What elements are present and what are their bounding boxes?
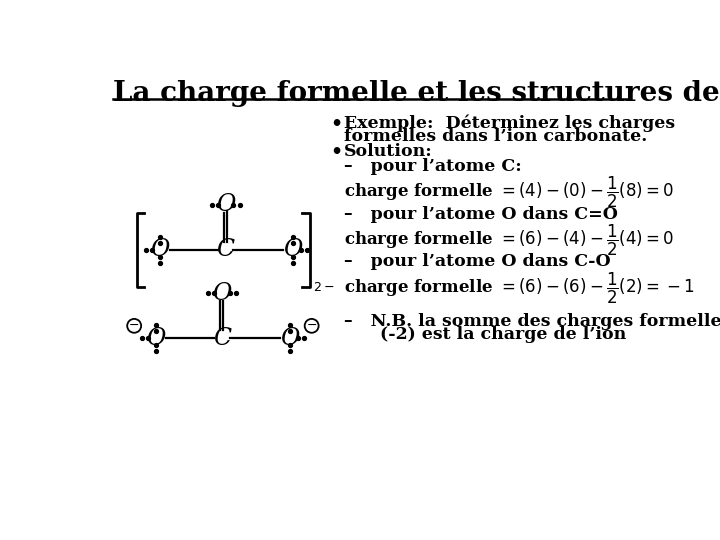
Text: La charge formelle et les structures de Lewis: La charge formelle et les structures de … [113,80,720,107]
Text: •: • [330,143,343,160]
Text: –   N.B. la somme des charges formelles: – N.B. la somme des charges formelles [344,313,720,330]
Text: O: O [216,193,235,217]
Text: charge formelle $= (4)-(0)-\dfrac{1}{2}(8)=0$: charge formelle $= (4)-(0)-\dfrac{1}{2}(… [344,175,675,210]
Text: −: − [129,319,140,332]
Text: Solution:: Solution: [344,143,433,160]
Text: formelles dans l’ion carbonate.: formelles dans l’ion carbonate. [344,128,647,145]
Text: O: O [212,282,231,305]
Text: •: • [330,115,343,133]
Text: O: O [146,327,166,350]
Text: Exemple:  Déterminez les charges: Exemple: Déterminez les charges [344,115,675,132]
Text: −: − [307,319,317,332]
Text: O: O [284,238,302,261]
Text: O: O [280,327,300,350]
Text: –   pour l’atome C:: – pour l’atome C: [344,158,522,175]
Text: $^{2-}$: $^{2-}$ [313,284,335,301]
Text: O: O [150,238,169,261]
Text: (-2) est la charge de l’ion: (-2) est la charge de l’ion [344,326,626,343]
Text: –   pour l’atome O dans C-O: – pour l’atome O dans C-O [344,253,611,271]
Text: charge formelle $= (6)-(4)-\dfrac{1}{2}(4)=0$: charge formelle $= (6)-(4)-\dfrac{1}{2}(… [344,222,675,258]
Text: C: C [212,327,231,350]
Text: –   pour l’atome O dans C=O: – pour l’atome O dans C=O [344,206,618,222]
Text: charge formelle $= (6)-(6)-\dfrac{1}{2}(2)=-1$: charge formelle $= (6)-(6)-\dfrac{1}{2}(… [344,271,695,306]
Text: C: C [217,238,235,261]
